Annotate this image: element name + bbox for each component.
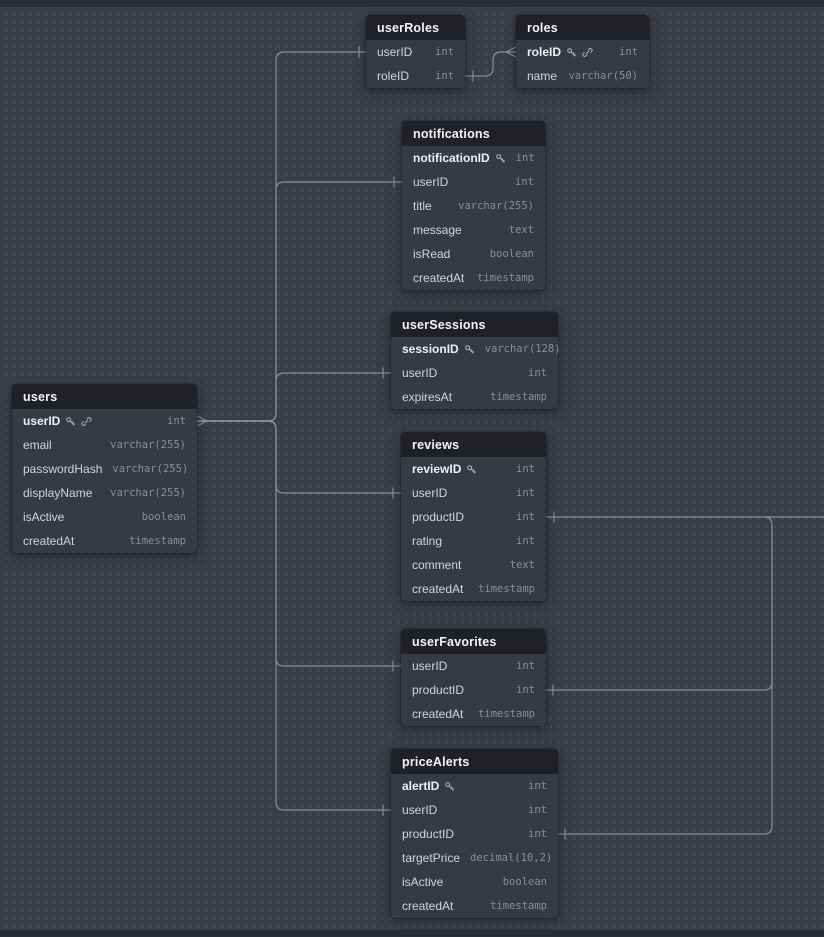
table-row[interactable]: userID int [23,414,186,428]
table-row[interactable]: isRead boolean [413,247,534,261]
table-notifications[interactable]: notifications notificationID int userID in… [402,121,545,290]
link-icon [81,416,92,427]
table-roles[interactable]: roles roleID int name varchar(50) [516,15,649,88]
link-icon [582,47,593,58]
table-row[interactable]: passwordHash varchar(255) [23,462,189,476]
table-row[interactable]: userID int [412,659,535,673]
key-icon [566,47,577,58]
relationship-pricealerts-products[interactable] [556,525,773,840]
table-row[interactable]: reviewID int [412,462,535,476]
table-title: userRoles [377,20,440,35]
table-header[interactable]: notifications [402,121,545,146]
table-row[interactable]: createdAt timestamp [413,271,534,285]
table-title: roles [527,20,558,35]
table-header[interactable]: reviews [401,432,546,457]
key-icon [495,153,506,164]
table-title: priceAlerts [402,754,470,769]
table-row[interactable]: expiresAt timestamp [402,390,547,404]
key-icon [444,781,455,792]
table-row[interactable]: message text [413,223,534,237]
table-row[interactable]: createdAt timestamp [23,534,186,548]
key-icon [466,464,477,475]
table-userfavorites[interactable]: userFavorites userID int productID int cre… [401,629,546,726]
table-row[interactable]: isActive boolean [23,510,186,524]
table-row[interactable]: notificationID int [413,151,535,165]
table-usersessions[interactable]: userSessions sessionID varchar(128) userI… [391,312,561,409]
table-header[interactable]: priceAlerts [391,749,558,774]
table-row[interactable]: title varchar(255) [413,199,534,213]
table-row[interactable]: isActive boolean [402,875,547,889]
table-row[interactable]: sessionID varchar(128) [402,342,561,356]
relationship-userroles-roles[interactable] [464,46,517,82]
table-row[interactable]: displayName varchar(255) [23,486,186,500]
table-row[interactable]: userID int [412,486,535,500]
table-row[interactable]: createdAt timestamp [412,707,535,721]
table-pricealerts[interactable]: priceAlerts alertID int userID int product… [391,749,558,918]
table-header[interactable]: userSessions [391,312,558,337]
table-row[interactable]: productID int [412,510,535,524]
table-users[interactable]: users userID int email varchar(255) passwo… [12,384,197,553]
table-row[interactable]: createdAt timestamp [402,899,547,913]
table-header[interactable]: users [12,384,197,409]
table-title: reviews [412,437,460,452]
table-row[interactable]: name varchar(50) [527,69,638,83]
table-row[interactable]: email varchar(255) [23,438,186,452]
table-row[interactable]: comment text [412,558,535,572]
table-title: users [23,389,58,404]
table-row[interactable]: createdAt timestamp [412,582,535,596]
table-row[interactable]: userID int [402,366,547,380]
table-row[interactable]: targetPrice decimal(10,2) [402,851,553,865]
key-icon [65,416,76,427]
table-row[interactable]: productID int [412,683,535,697]
crow-foot-arrow [505,46,517,58]
table-reviews[interactable]: reviews reviewID int userID int productID i… [401,432,546,601]
relationship-reviews-products[interactable] [545,511,824,523]
table-row[interactable]: userID int [413,175,534,189]
table-userroles[interactable]: userRoles userID int roleID int [366,15,465,88]
relationship-users-pricealerts[interactable] [196,420,392,816]
table-row[interactable]: roleID int [527,45,638,59]
canvas-frame-bottom [0,930,824,937]
table-row[interactable]: productID int [402,827,547,841]
table-header[interactable]: userRoles [366,15,465,40]
table-header[interactable]: roles [516,15,649,40]
relationship-users-usersessions[interactable] [196,367,392,422]
table-row[interactable]: userID int [377,45,454,59]
table-row[interactable]: alertID int [402,779,547,793]
table-header[interactable]: userFavorites [401,629,546,654]
key-icon [464,344,475,355]
table-row[interactable]: roleID int [377,69,454,83]
table-title: notifications [413,126,490,141]
table-row[interactable]: userID int [402,803,547,817]
table-row[interactable]: rating int [412,534,535,548]
table-title: userSessions [402,317,486,332]
canvas-frame-top [0,0,824,7]
table-title: userFavorites [412,634,497,649]
